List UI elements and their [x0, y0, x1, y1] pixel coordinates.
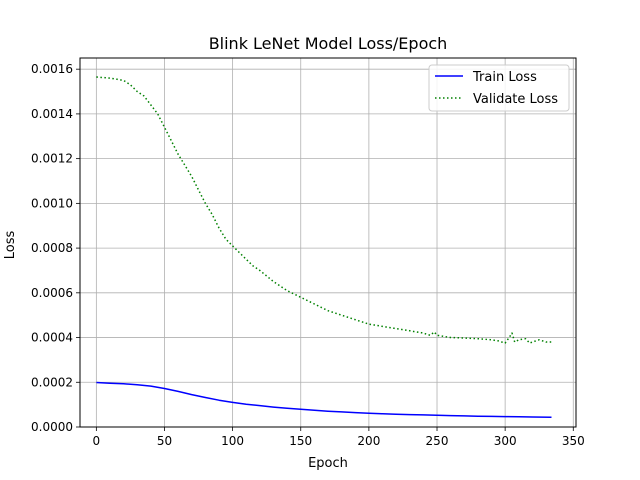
y-tick-label: 0.0012 [31, 152, 73, 166]
y-axis: 0.0000 0.0002 0.0004 0.0006 0.0008 0.0010 0.00… [31, 62, 80, 434]
train-loss-line [96, 381, 552, 419]
y-tick-label: 0.0016 [31, 62, 73, 76]
x-tick-label: 50 [157, 434, 172, 448]
x-tick-label: 300 [494, 434, 517, 448]
y-tick-label: 0.0002 [31, 375, 73, 389]
y-axis-label: Loss [3, 231, 18, 260]
y-tick-label: 0.0004 [31, 331, 73, 345]
legend: Train Loss Validate Loss [428, 64, 570, 112]
x-tick-label: 200 [357, 434, 380, 448]
x-axis: 0 50 100 150 200 250 300 350 [93, 427, 585, 448]
series-layer [96, 76, 552, 419]
legend-label: Validate Loss [473, 92, 558, 107]
y-tick-label: 0.0008 [31, 241, 73, 255]
plot-frame [79, 57, 577, 428]
validate-loss-line [96, 76, 552, 344]
legend-label: Train Loss [472, 70, 537, 85]
y-tick-label: 0.0014 [31, 107, 73, 121]
y-tick-label: 0.0000 [31, 420, 73, 434]
x-tick-label: 100 [221, 434, 244, 448]
chart-title: Blink LeNet Model Loss/Epoch [209, 34, 448, 53]
y-tick-label: 0.0006 [31, 286, 73, 300]
x-tick-label: 250 [426, 434, 449, 448]
x-tick-label: 350 [562, 434, 585, 448]
legend-box [428, 64, 570, 112]
y-tick-label: 0.0010 [31, 196, 73, 210]
x-tick-label: 150 [289, 434, 312, 448]
x-tick-label: 0 [93, 434, 101, 448]
x-axis-label: Epoch [308, 456, 348, 471]
